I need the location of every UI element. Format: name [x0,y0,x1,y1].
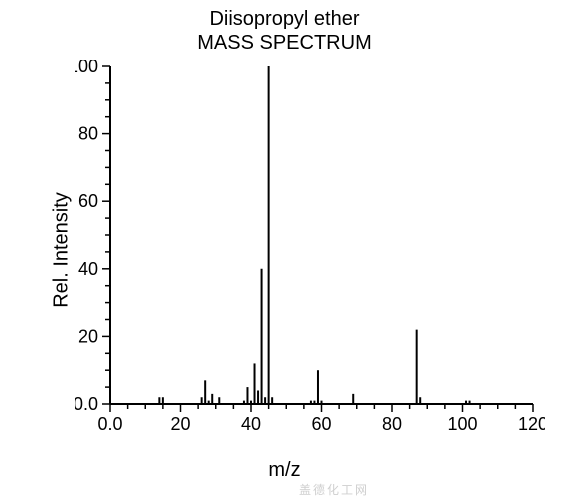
x-tick-label: 0.0 [97,414,122,434]
chart-title-line2: MASS SPECTRUM [0,32,569,55]
x-tick-label: 120 [518,414,545,434]
watermark-text: 盖德化工网 [299,481,369,498]
y-tick-label: 60 [78,191,98,211]
x-tick-label: 80 [382,414,402,434]
x-axis-label: m/z [0,459,569,482]
y-tick-label: 20 [78,326,98,346]
chart-container: Diisopropyl ether MASS SPECTRUM Rel. Int… [0,0,569,500]
x-tick-label: 20 [170,414,190,434]
chart-title-line1: Diisopropyl ether [0,8,569,31]
y-tick-label: 100 [75,60,98,76]
spectrum-svg: 0.0 20 40 60 80 100 120 0.0 20 40 60 80 100 [75,60,545,440]
y-tick-label: 40 [78,259,98,279]
x-tick-label: 60 [311,414,331,434]
y-tick-label: 0.0 [75,394,98,414]
y-axis-label: Rel. Intensity [50,192,73,308]
plot-area: 0.0 20 40 60 80 100 120 0.0 20 40 60 80 100 [75,60,545,440]
x-tick-label: 100 [447,414,477,434]
x-tick-label: 40 [241,414,261,434]
y-tick-label: 80 [78,124,98,144]
